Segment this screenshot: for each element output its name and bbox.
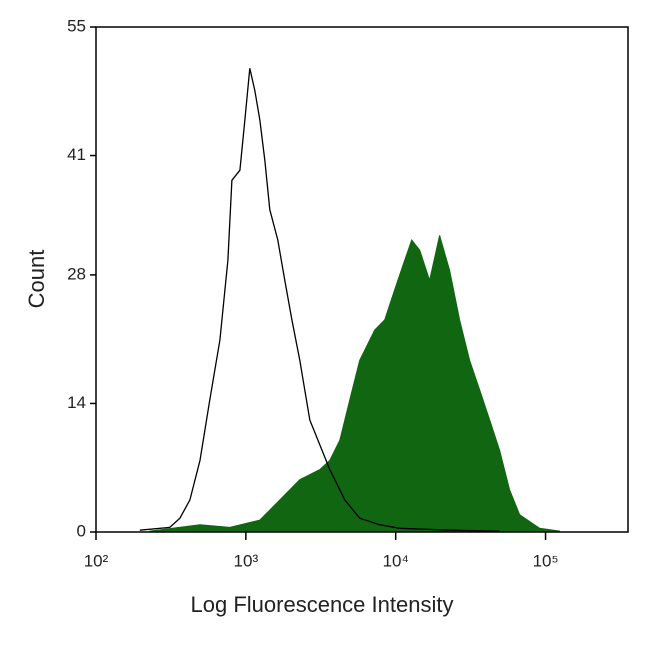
x-axis-label: Log Fluorescence Intensity xyxy=(191,592,454,617)
x-tick-label: 10³ xyxy=(234,551,259,570)
y-tick-label: 14 xyxy=(67,393,86,412)
y-tick-label: 0 xyxy=(77,521,86,540)
plot-frame xyxy=(95,26,629,533)
y-tick-label: 28 xyxy=(67,264,86,283)
y-tick-label: 55 xyxy=(67,16,86,35)
x-tick-label: 10² xyxy=(84,551,109,570)
x-tick-label: 10⁵ xyxy=(533,551,559,570)
histogram-area xyxy=(149,235,560,533)
x-tick-label: 10⁴ xyxy=(383,551,409,570)
histogram-outline xyxy=(139,68,500,532)
y-tick-label: 41 xyxy=(67,145,86,164)
y-axis-label: Count xyxy=(24,250,49,309)
